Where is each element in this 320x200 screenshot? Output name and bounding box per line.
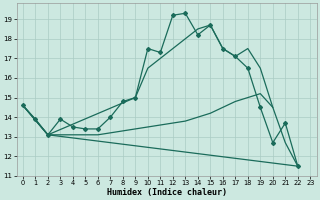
X-axis label: Humidex (Indice chaleur): Humidex (Indice chaleur)	[107, 188, 227, 197]
